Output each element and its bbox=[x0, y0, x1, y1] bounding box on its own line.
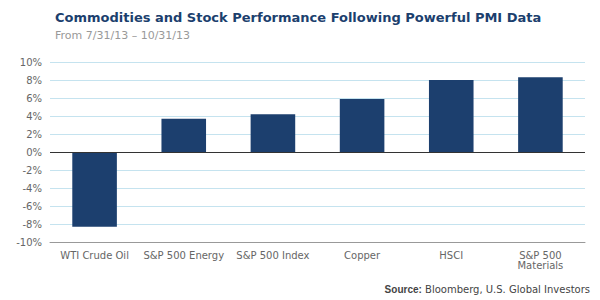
svg-text:Commodities and Stock Performa: Commodities and Stock Performance Follow… bbox=[55, 10, 541, 25]
svg-text:-4%: -4% bbox=[23, 183, 42, 194]
svg-text:-6%: -6% bbox=[23, 201, 42, 212]
svg-text:10%: 10% bbox=[20, 57, 42, 68]
svg-text:0%: 0% bbox=[26, 147, 42, 158]
svg-text:6%: 6% bbox=[26, 93, 42, 104]
svg-text:From 7/31/13 – 10/31/13: From 7/31/13 – 10/31/13 bbox=[55, 29, 190, 42]
svg-text:Bloomberg, U.S. Global Investo: Bloomberg, U.S. Global Investors bbox=[422, 284, 590, 295]
svg-text:S&P 500: S&P 500 bbox=[519, 249, 562, 261]
svg-text:Source:: Source: bbox=[385, 284, 422, 295]
svg-text:Copper: Copper bbox=[344, 250, 381, 261]
svg-text:S&P 500 Index: S&P 500 Index bbox=[236, 250, 309, 261]
svg-text:S&P 500 Energy: S&P 500 Energy bbox=[143, 250, 224, 261]
svg-text:4%: 4% bbox=[26, 111, 42, 122]
svg-text:WTI Crude Oil: WTI Crude Oil bbox=[60, 250, 129, 261]
svg-text:-8%: -8% bbox=[23, 219, 42, 230]
svg-text:2%: 2% bbox=[26, 129, 42, 140]
svg-text:-2%: -2% bbox=[23, 165, 42, 176]
svg-text:HSCI: HSCI bbox=[439, 250, 463, 261]
svg-text:Materials: Materials bbox=[517, 260, 563, 271]
svg-text:8%: 8% bbox=[26, 75, 42, 86]
svg-text:-10%: -10% bbox=[16, 237, 42, 248]
